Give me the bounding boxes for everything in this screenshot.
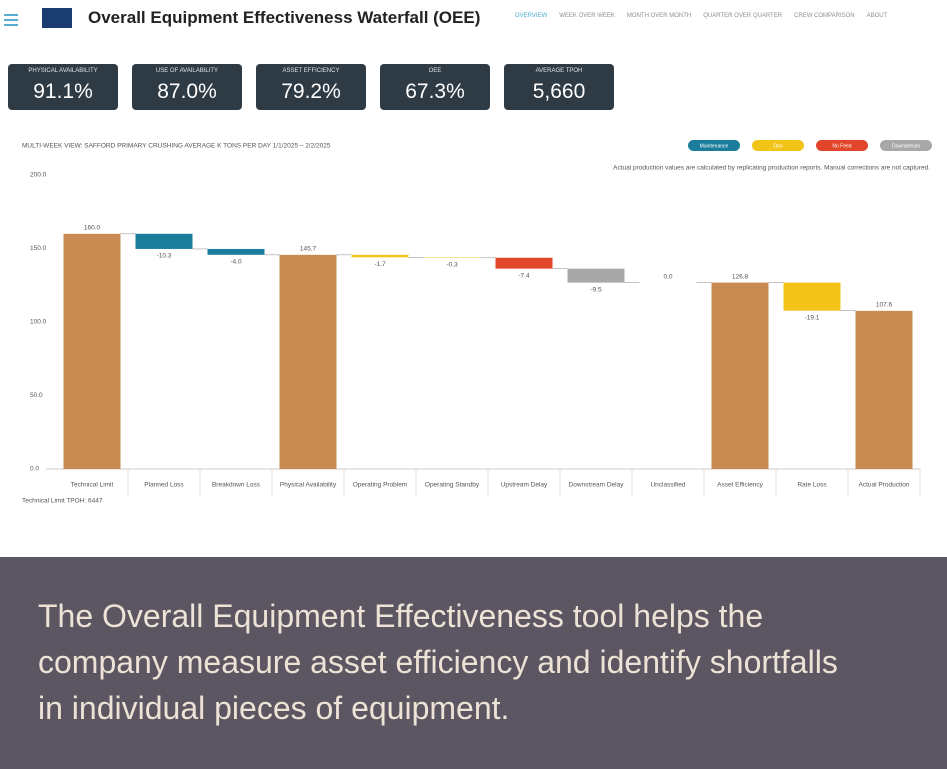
value-label: 160.0: [84, 225, 101, 232]
y-tick-label: 0.0: [30, 466, 39, 473]
chart-panel: [4, 124, 942, 510]
nav-link[interactable]: MONTH OVER MONTH: [626, 13, 692, 19]
x-tick-label: Physical Availability: [280, 482, 337, 489]
x-tick-label: Actual Production: [859, 482, 910, 489]
x-tick-label: Downstream Delay: [569, 482, 625, 489]
value-label: 145.7: [300, 246, 317, 253]
value-label: -10.3: [157, 253, 172, 260]
value-label: 126.8: [732, 273, 749, 280]
kpi-value: 67.3%: [405, 80, 465, 103]
kpi-value: 79.2%: [281, 80, 341, 103]
x-tick-label: Technical Limit: [71, 482, 114, 489]
bar: [63, 233, 121, 469]
legend-swatch: [880, 140, 932, 151]
value-label: -19.1: [805, 314, 820, 321]
menu-button[interactable]: [4, 14, 18, 29]
header: Overall Equipment Effectiveness Waterfal…: [0, 0, 947, 44]
logo: [42, 8, 72, 28]
legend-label: Downstream: [892, 143, 920, 149]
caption: The Overall Equipment Effectiveness tool…: [38, 598, 838, 726]
bar: [279, 254, 337, 469]
caption-panel: The Overall Equipment Effectiveness tool…: [0, 557, 947, 769]
kpi-value: 5,660: [532, 80, 586, 103]
chart-footnote: Technical Limit TPOH: 6447: [22, 498, 103, 505]
bar: [207, 248, 265, 255]
legend-swatch: [688, 140, 740, 151]
kpi-card: ASSET EFFICIENCY 79.2%: [256, 64, 366, 110]
bar: [495, 257, 553, 269]
page-title: Overall Equipment Effectiveness Waterfal…: [88, 8, 481, 27]
value-label: 0.0: [663, 273, 672, 280]
bar: [567, 268, 625, 283]
legend-label: Ops: [773, 143, 783, 149]
kpi-card: USE OF AVAILABILITY 87.0%: [132, 64, 242, 110]
legend-swatch: [752, 140, 804, 151]
bar: [135, 233, 193, 249]
kpi-label: USE OF AVAILABILITY: [155, 68, 219, 74]
x-tick-label: Operating Standby: [425, 482, 480, 489]
kpi-label: OEE: [428, 68, 442, 74]
y-tick-label: 150.0: [30, 245, 47, 252]
nav-link[interactable]: OVERVIEW: [515, 13, 548, 19]
x-tick-label: Upstream Delay: [501, 482, 548, 489]
kpi-label: PHYSICAL AVAILABILITY: [28, 68, 98, 74]
x-tick-label: Rate Loss: [797, 482, 827, 489]
kpi-card: PHYSICAL AVAILABILITY 91.1%: [8, 64, 118, 110]
bar: [855, 310, 913, 469]
value-label: -4.0: [230, 259, 242, 266]
value-label: -9.5: [590, 286, 602, 293]
chart-title: MULTI-WEEK VIEW: SAFFORD PRIMARY CRUSHIN…: [22, 143, 331, 150]
legend-swatch: [816, 140, 868, 151]
kpi-card: OEE 67.3%: [380, 64, 490, 110]
nav-link[interactable]: ABOUT: [866, 13, 888, 19]
legend-label: No Feed: [832, 143, 851, 149]
kpi-label: AVERAGE TPOH: [535, 68, 583, 74]
value-label: -7.4: [518, 272, 530, 279]
kpi-value: 91.1%: [33, 80, 93, 103]
nav: OVERVIEW WEEK OVER WEEK MONTH OVER MONTH QU…: [515, 13, 887, 19]
x-tick-label: Planned Loss: [144, 482, 184, 489]
chart-note: Actual production values are calculated …: [613, 165, 930, 172]
kpi-row: PHYSICAL AVAILABILITY 91.1% USE OF AVAILAB…: [8, 64, 614, 110]
y-tick-label: 200.0: [30, 172, 47, 179]
nav-link[interactable]: WEEK OVER WEEK: [559, 13, 615, 19]
bar: [711, 282, 769, 469]
x-tick-label: Asset Efficiency: [717, 482, 764, 489]
bar: [783, 282, 841, 311]
x-tick-label: Breakdown Loss: [212, 482, 261, 489]
y-tick-label: 50.0: [30, 392, 43, 399]
value-label: -0.3: [446, 261, 458, 268]
y-tick-label: 100.0: [30, 319, 47, 326]
nav-link[interactable]: CREW COMPARISON: [794, 13, 855, 19]
legend-label: Maintenance: [700, 143, 729, 149]
nav-link[interactable]: QUARTER OVER QUARTER: [703, 13, 783, 19]
x-tick-label: Unclassified: [650, 482, 685, 489]
kpi-label: ASSET EFFICIENCY: [282, 68, 340, 74]
x-tick-label: Operating Problem: [353, 482, 408, 489]
chart: MULTI-WEEK VIEW: SAFFORD PRIMARY CRUSHIN…: [4, 124, 942, 510]
kpi-card: AVERAGE TPOH 5,660: [504, 64, 614, 110]
kpi-value: 87.0%: [157, 80, 217, 103]
value-label: -1.7: [374, 261, 386, 268]
value-label: 107.6: [876, 302, 893, 309]
bar: [351, 254, 409, 258]
